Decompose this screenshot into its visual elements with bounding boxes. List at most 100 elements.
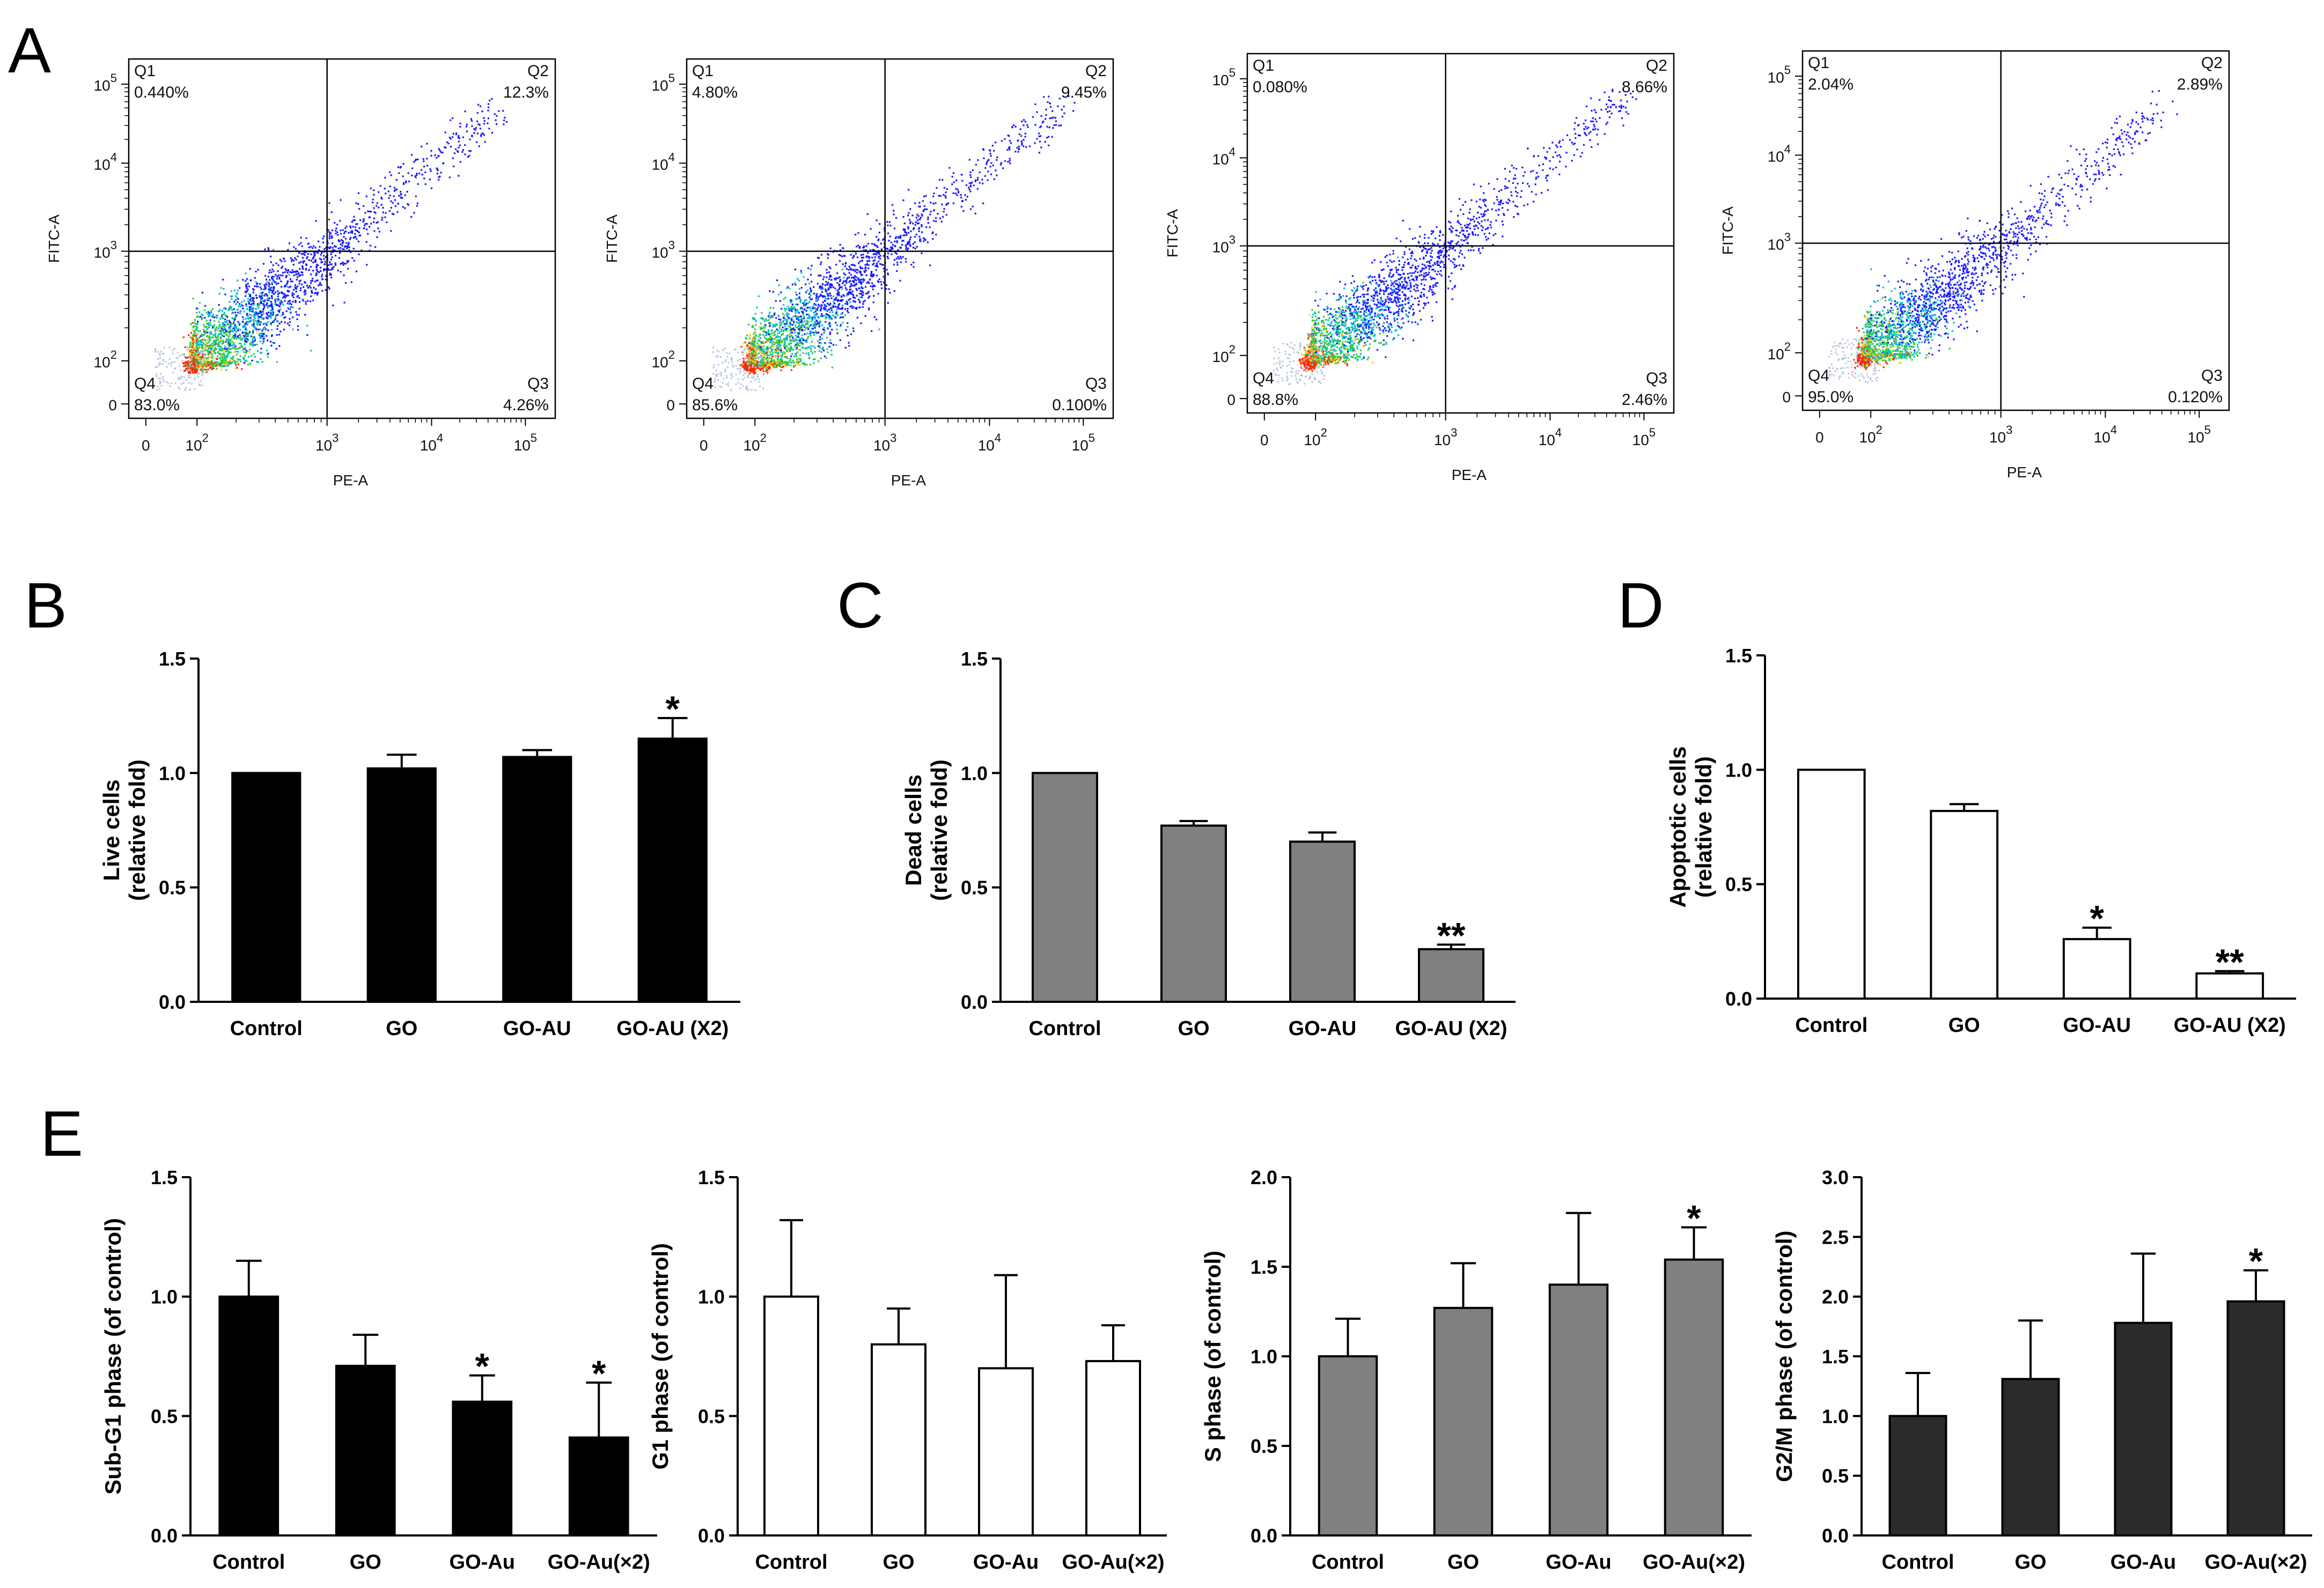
flow-event-dot <box>365 195 367 197</box>
flow-event-dot <box>850 333 852 335</box>
flow-debris-dot <box>159 378 161 379</box>
flow-event-dot <box>803 362 805 364</box>
flow-event-dot <box>746 354 748 356</box>
flow-event-dot <box>786 287 788 289</box>
flow-event-dot <box>827 314 829 316</box>
flow-event-dot <box>273 270 275 272</box>
flow-debris-dot <box>178 386 179 388</box>
flow-event-dot <box>258 321 260 323</box>
flow-event-dot <box>979 182 981 184</box>
flow-debris-dot <box>188 368 190 371</box>
flow-debris-dot <box>182 382 185 384</box>
flow-event-dot <box>923 209 925 211</box>
flow-event-dot <box>786 337 788 339</box>
flow-event-dot <box>328 269 330 271</box>
flow-event-dot <box>389 194 391 196</box>
flow-event-dot <box>239 336 242 338</box>
flow-event-dot <box>789 358 792 360</box>
flow-event-dot <box>192 335 194 337</box>
flow-debris-dot <box>178 378 180 380</box>
flow-event-dot <box>1051 117 1053 119</box>
flow-event-dot <box>254 277 256 279</box>
flow-event-dot <box>969 186 972 188</box>
flow-event-dot <box>240 311 242 313</box>
flow-debris-dot <box>157 358 159 359</box>
flow-event-dot <box>325 289 327 291</box>
flow-event-dot <box>340 247 342 249</box>
flow-event-dot <box>815 325 817 327</box>
flow-event-dot <box>870 271 872 274</box>
flow-event-dot <box>848 276 850 278</box>
flow-event-dot <box>258 317 260 319</box>
flow-event-dot <box>249 343 251 345</box>
flow-event-dot <box>907 227 909 230</box>
flow-event-dot <box>229 301 231 303</box>
flow-event-dot <box>764 363 767 365</box>
flow-event-dot <box>200 356 202 358</box>
flow-event-dot <box>216 367 218 370</box>
flow-event-dot <box>223 362 225 364</box>
flow-event-dot <box>444 131 446 134</box>
flow-event-dot <box>246 313 248 315</box>
flow-event-dot <box>739 364 741 366</box>
flow-event-dot <box>231 358 233 360</box>
flow-event-dot <box>306 324 308 327</box>
flow-event-dot <box>957 188 959 191</box>
flow-event-dot <box>381 217 384 219</box>
flow-debris-dot <box>188 375 190 377</box>
flow-event-dot <box>754 313 756 315</box>
flow-event-dot <box>887 248 889 250</box>
flow-event-dot <box>907 226 909 228</box>
flow-event-dot <box>241 301 243 303</box>
flow-event-dot <box>879 263 881 265</box>
flow-event-dot <box>870 228 872 230</box>
flow-event-dot <box>455 132 458 135</box>
flow-event-dot <box>310 287 312 289</box>
flow-event-dot <box>350 281 352 283</box>
flow-event-dot <box>262 317 264 320</box>
flow-event-dot <box>312 257 314 259</box>
flow-event-dot <box>336 231 339 233</box>
flow-event-dot <box>213 316 215 319</box>
flow-debris-dot <box>176 357 179 359</box>
flow-event-dot <box>194 321 196 323</box>
flow-event-dot <box>400 191 402 193</box>
quadrant-q4-value: 83.0% <box>134 396 180 414</box>
flow-event-dot <box>244 343 246 345</box>
flow-event-dot <box>927 222 929 224</box>
flow-event-dot <box>279 302 281 304</box>
flow-event-dot <box>199 343 201 345</box>
flow-event-dot <box>203 330 205 333</box>
flow-event-dot <box>250 314 253 316</box>
flow-event-dot <box>854 279 856 281</box>
flow-event-dot <box>245 334 247 336</box>
flow-debris-dot <box>179 378 181 380</box>
flow-event-dot <box>225 334 227 336</box>
flow-event-dot <box>837 277 840 279</box>
flow-event-dot <box>196 357 198 359</box>
flow-event-dot <box>284 297 286 299</box>
flow-event-dot <box>348 249 350 252</box>
flow-event-dot <box>861 254 863 256</box>
panel-letter-a: A <box>8 14 51 86</box>
flow-event-dot <box>484 141 486 143</box>
flow-event-dot <box>760 359 762 361</box>
flow-event-dot <box>748 323 750 326</box>
flow-debris-dot <box>200 380 202 382</box>
flow-event-dot <box>487 122 489 124</box>
flow-event-dot <box>232 346 234 349</box>
flow-event-dot <box>328 287 330 290</box>
flow-event-dot <box>795 304 797 306</box>
flow-event-dot <box>789 321 791 323</box>
flow-event-dot <box>791 307 793 309</box>
flow-event-dot <box>202 367 204 369</box>
flow-event-dot <box>887 232 889 234</box>
flow-event-dot <box>848 345 850 347</box>
flow-event-dot <box>494 113 496 115</box>
flow-event-dot <box>264 327 266 329</box>
flow-debris-dot <box>167 363 170 365</box>
flow-event-dot <box>313 254 315 256</box>
flow-event-dot <box>266 294 268 297</box>
flow-event-dot <box>291 294 293 296</box>
